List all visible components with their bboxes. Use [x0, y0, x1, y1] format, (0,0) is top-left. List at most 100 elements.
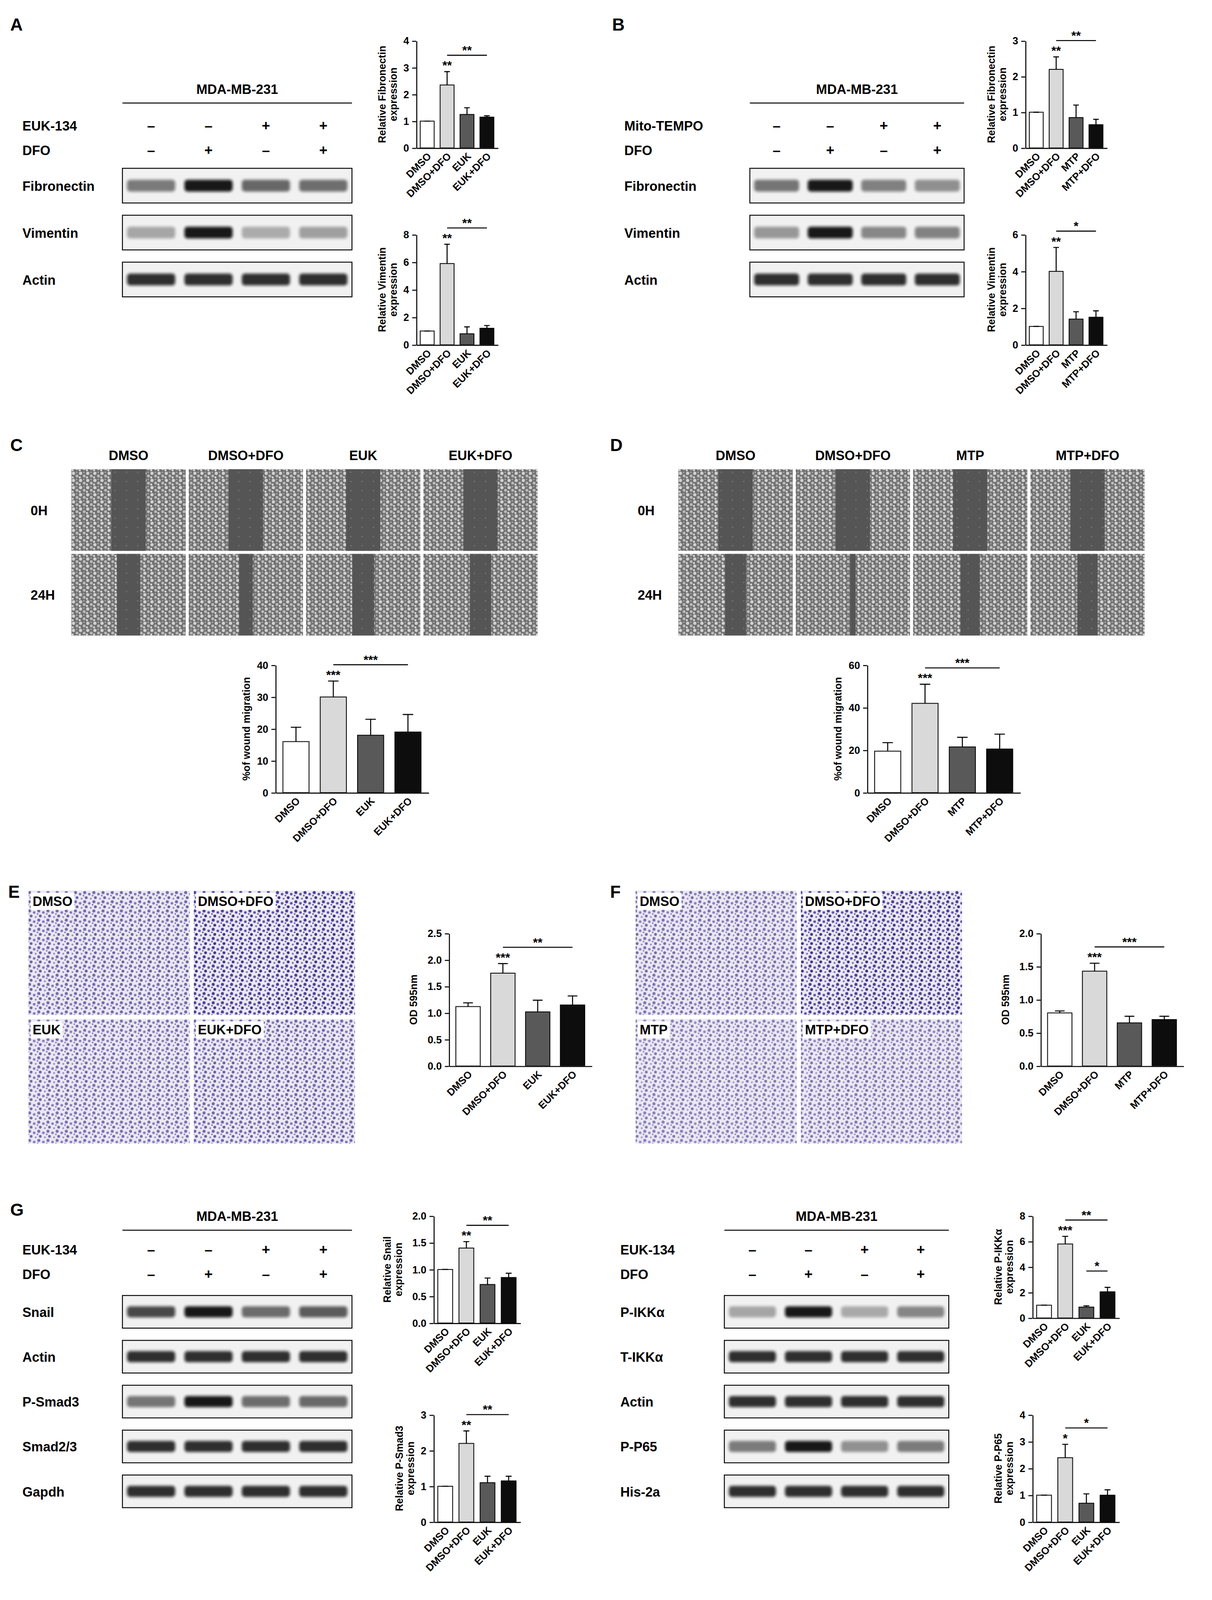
blot-band: [127, 1396, 176, 1408]
treatment-sign: –: [772, 117, 781, 134]
blot-band: [729, 1441, 776, 1453]
y-axis: 0.00.51.01.52.02.5: [427, 928, 450, 1072]
error-bar-stem: [1128, 1016, 1130, 1023]
y-axis-line: [448, 934, 450, 1067]
x-tick: DMSO+DFO: [1022, 1522, 1072, 1574]
y-tick-label: 0.5: [1019, 1027, 1034, 1039]
y-tick-mark: [1028, 1317, 1033, 1319]
y-tick-mark: [1036, 966, 1041, 968]
bar: [437, 1269, 453, 1324]
plot-marks: [1036, 1236, 1116, 1318]
blot-row-label: Fibronectin: [22, 178, 95, 194]
bar: [320, 697, 347, 793]
y-axis-line: [1025, 41, 1027, 149]
error-bar: [498, 963, 508, 974]
cell-line-label: MDA-MB-231: [816, 81, 898, 97]
x-tick-label: EUK: [353, 795, 377, 819]
x-tick: MTP+DFO: [963, 792, 1007, 839]
y-tick: 0: [1019, 1517, 1033, 1529]
error-bar-cap: [567, 995, 578, 997]
y-tick-mark: [1021, 308, 1026, 309]
significance-label: ***: [1122, 934, 1138, 949]
x-tick-label: EUK+DFO: [536, 1068, 580, 1112]
x-tick: DMSO: [444, 1065, 475, 1099]
blot-frame: [122, 1340, 353, 1374]
error-bar: [463, 1003, 474, 1007]
bar: [458, 1248, 474, 1324]
wound-gap: [116, 554, 141, 636]
image-column-label: DMSO+DFO: [208, 448, 284, 464]
image-label-bg: [637, 892, 682, 910]
y-tick: 0: [262, 787, 276, 799]
x-axis-line: [1032, 1522, 1120, 1524]
x-tick: DMSO: [272, 792, 303, 826]
y-tick-label: 0: [262, 787, 269, 799]
transwell-cells: [635, 890, 797, 1016]
y-tick-label: 1: [420, 1481, 427, 1493]
significance-label: *: [1073, 218, 1079, 233]
error-bar-stem: [1055, 247, 1057, 272]
bar-chart: 0204060DMSODMSO+DFOMTPMTP+DFO%of wound m…: [832, 655, 1021, 845]
significance-label: **: [1071, 28, 1082, 43]
bar: [458, 1443, 474, 1523]
blot-band: [807, 273, 853, 286]
error-bar-stem: [486, 1278, 488, 1285]
bar-chart: 0.00.51.01.52.0DMSODMSO+DFOMTPMTP+DFOOD …: [1000, 928, 1184, 1118]
y-axis-line: [1032, 1216, 1034, 1319]
wound-gap: [345, 469, 381, 551]
blot-band: [897, 1441, 945, 1453]
y-tick: 2.0: [427, 954, 449, 966]
x-tick: EUK+DFO: [1071, 1522, 1114, 1568]
wound-images: DMSODMSO+DFOEUKEUK+DFO0H24H: [30, 448, 538, 636]
x-axis-line: [416, 344, 499, 346]
error-bar-cap: [1083, 1305, 1090, 1307]
y-tick: 8: [1019, 1210, 1033, 1222]
y-tick-label: 1: [1019, 1489, 1026, 1502]
treatment-label: DFO: [22, 1267, 51, 1283]
y-tick: 0: [403, 339, 417, 351]
y-tick: 6: [1019, 1236, 1033, 1248]
error-bar: [464, 327, 470, 334]
image-label: EUK+DFO: [197, 1022, 262, 1038]
error-bar: [484, 1476, 491, 1484]
error-bar-stem: [446, 71, 448, 85]
blot-band: [184, 273, 233, 286]
y-tick-mark: [429, 1296, 434, 1298]
treatment-label: DFO: [624, 143, 653, 159]
blot-row-label: Smad2/3: [22, 1439, 78, 1455]
y-tick-mark: [1036, 999, 1041, 1001]
y-tick-mark: [412, 289, 417, 291]
y-tick-label: 4: [403, 284, 410, 296]
error-bar-stem: [1095, 310, 1097, 318]
western-blot: MDA-MB-231EUK-134––++DFO–+–+P-IKKαT-IKKα…: [620, 1208, 949, 1508]
wound-image: [305, 469, 421, 551]
blot-band: [897, 1486, 945, 1498]
x-tick: DMSO+DFO: [290, 792, 340, 845]
y-tick: 60: [848, 660, 868, 672]
blot-band: [785, 1441, 832, 1453]
image-column-label: EUK+DFO: [448, 448, 513, 464]
x-axis-line: [434, 1522, 521, 1524]
y-tick-mark: [412, 147, 417, 149]
error-bar-stem: [465, 1241, 467, 1249]
blot-band: [184, 1396, 233, 1408]
plot-marks: [420, 244, 494, 345]
error-bar: [484, 1278, 491, 1285]
bar-chart: 02468DMSODMSO+DFOEUKEUK+DFORelative Vime…: [376, 215, 499, 397]
y-tick-mark: [429, 1450, 434, 1452]
error-bar-cap: [424, 120, 430, 122]
transwell-cells: [800, 890, 963, 1016]
blot-band: [127, 1486, 176, 1498]
error-bar-stem: [370, 719, 371, 736]
treatment-sign: –: [147, 1241, 156, 1258]
blot-frame: [724, 1430, 949, 1464]
y-axis-title: %of wound migration: [240, 677, 253, 781]
x-tick-label: EUK+DFO: [1071, 1320, 1114, 1364]
x-tick: EUK: [353, 792, 377, 819]
y-axis: 0246: [1012, 229, 1026, 351]
y-tick: 1.5: [427, 981, 449, 993]
significance-label: **: [532, 935, 543, 950]
x-tick: DMSO+DFO: [1051, 1065, 1101, 1118]
blot-row-label: Snail: [22, 1305, 55, 1321]
error-bar-cap: [1033, 111, 1040, 113]
